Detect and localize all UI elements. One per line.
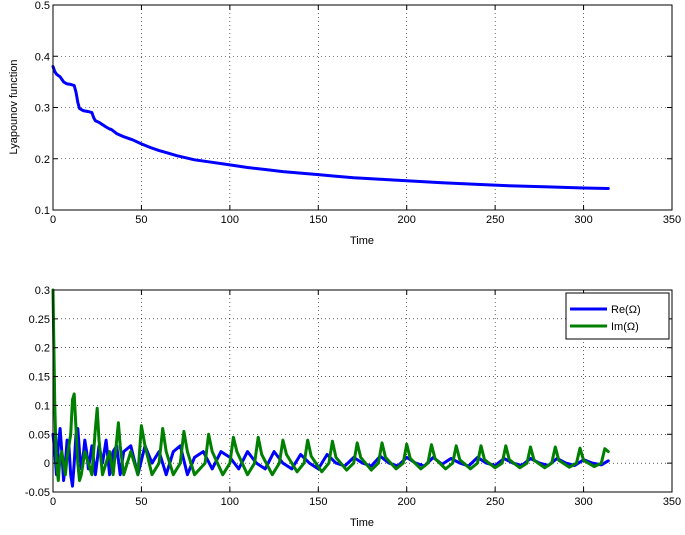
legend-label-re: Re(Ω): [611, 304, 641, 316]
x-tick-label: 100: [221, 496, 239, 508]
plot-frame: [52, 289, 673, 493]
x-tick-label: 50: [135, 214, 147, 226]
x-tick-label: 350: [663, 496, 681, 508]
y-tick-label: 0.5: [35, 0, 50, 12]
legend: Re(Ω) Im(Ω): [565, 292, 670, 340]
y-tick-label: 0: [44, 458, 50, 470]
x-tick-label: 200: [398, 496, 416, 508]
x-tick-label: 0: [50, 496, 56, 508]
y-tick-label: 0.1: [35, 205, 50, 217]
omega-plot: 0 50 100 150 200 250 300 350-0.0500.050.10.150.…: [25, 285, 681, 529]
legend-box: [565, 292, 670, 340]
x-axis-label: Time: [350, 517, 374, 529]
x-tick-label: 100: [221, 214, 239, 226]
x-tick-label: 150: [309, 496, 327, 508]
x-axis-label: Time: [350, 235, 374, 247]
y-tick-label: 0.3: [35, 285, 50, 297]
y-tick-label: 0.05: [29, 429, 50, 441]
y-tick-label: 0.2: [35, 154, 50, 166]
y-tick-label: 0.4: [35, 51, 50, 63]
legend-label-im: Im(Ω): [611, 321, 639, 333]
x-tick-label: 300: [574, 496, 592, 508]
y-tick-label: 0.1: [35, 400, 50, 412]
series-line-0: [51, 427, 610, 488]
series-line-1: [51, 288, 610, 482]
series-line-0: [51, 65, 610, 190]
y-axis-label: Lyapounov function: [8, 60, 20, 155]
x-tick-label: 250: [486, 214, 504, 226]
x-tick-label: 300: [574, 214, 592, 226]
y-tick-label: 0.15: [29, 372, 50, 384]
x-tick-label: 50: [135, 496, 147, 508]
x-tick-label: 350: [663, 214, 681, 226]
x-tick-label: 200: [398, 214, 416, 226]
y-tick-label: 0.3: [35, 103, 50, 115]
y-tick-label: 0.25: [29, 314, 50, 326]
y-tick-label: -0.05: [25, 487, 50, 499]
y-tick-label: 0.2: [35, 343, 50, 355]
x-tick-label: 250: [486, 496, 504, 508]
lyapounov-plot: 0 50 100 150 200 250 300 350 0.1 0.2 0.3 0.4 0.5 Tim…: [8, 0, 681, 247]
x-tick-label: 0: [50, 214, 56, 226]
x-tick-label: 150: [309, 214, 327, 226]
